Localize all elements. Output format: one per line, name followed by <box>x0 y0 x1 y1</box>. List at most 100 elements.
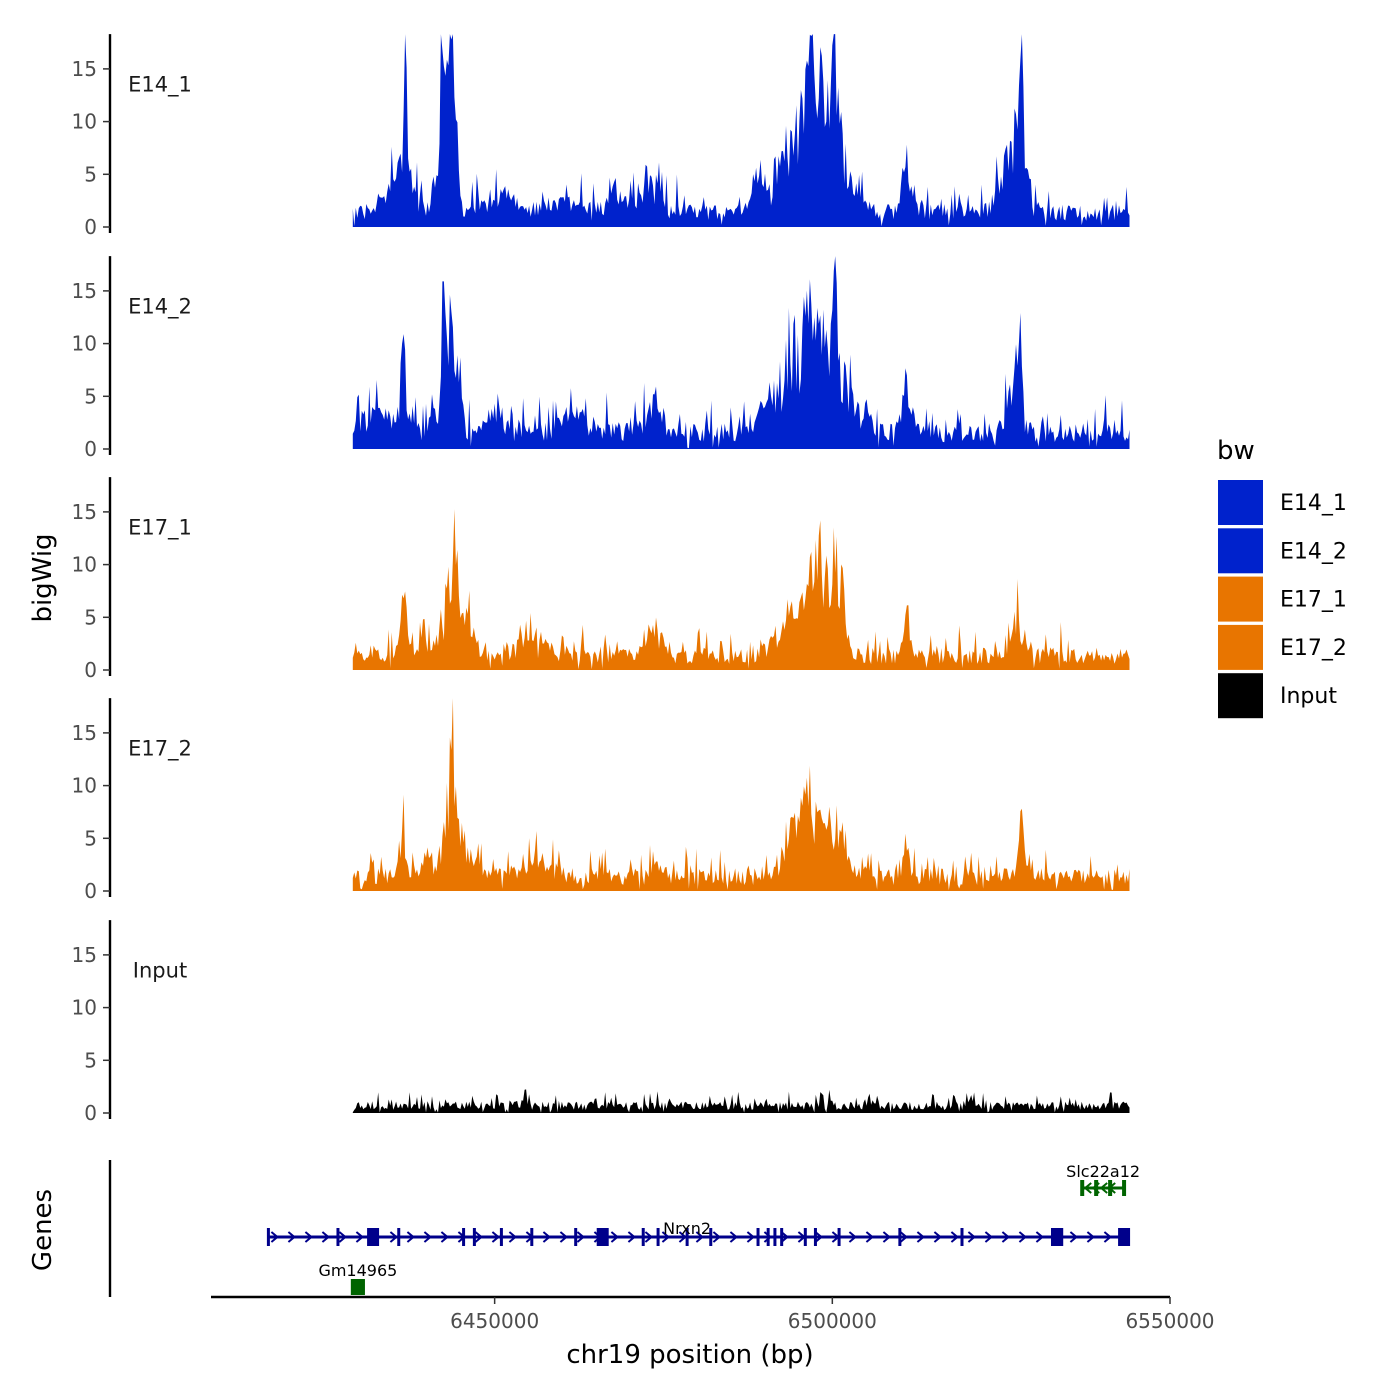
y-tick-label: 5 <box>84 384 97 408</box>
y-tick-label: 0 <box>84 658 97 682</box>
track-e17-2: 0 5 10 15 E17_2 <box>72 698 1130 903</box>
y-tick-label: 5 <box>84 162 97 186</box>
legend-title: bw <box>1217 436 1255 466</box>
y-tick-label: 10 <box>72 774 97 798</box>
strand-arrow <box>406 1231 415 1243</box>
legend-label: E14_2 <box>1280 539 1347 564</box>
strand-arrow <box>423 1231 432 1243</box>
strand-arrow <box>661 1231 670 1243</box>
strand-arrow <box>559 1231 568 1243</box>
strand-arrow <box>1103 1231 1112 1243</box>
exon <box>367 1228 380 1246</box>
gene-slc22a12: Slc22a12 <box>1066 1162 1140 1196</box>
signal-area <box>352 34 1130 227</box>
track-e14-1: 0 5 10 15 E14_1 <box>72 34 1130 239</box>
exon <box>1094 1180 1099 1196</box>
strand-arrow <box>882 1231 891 1243</box>
gene-label: Nrxn2 <box>663 1219 711 1238</box>
exon <box>709 1228 713 1246</box>
legend-label: E14_1 <box>1280 491 1347 516</box>
exon <box>1118 1228 1131 1246</box>
strand-arrow <box>576 1231 585 1243</box>
exon <box>350 1279 355 1295</box>
strand-arrow <box>865 1231 874 1243</box>
y-axis-title: bigWig <box>28 533 58 622</box>
y-tick-label: 10 <box>72 332 97 356</box>
y-tick-label: 5 <box>84 605 97 629</box>
x-axis-title: chr19 position (bp) <box>566 1340 813 1370</box>
exon <box>530 1228 534 1246</box>
exon <box>336 1228 340 1246</box>
exon <box>773 1228 777 1246</box>
strand-arrow <box>763 1231 772 1243</box>
exon <box>354 1279 359 1295</box>
signal-area <box>352 1089 1130 1113</box>
panel-label: Input <box>133 959 187 983</box>
y-tick-label: 0 <box>84 879 97 903</box>
legend-swatch <box>1218 673 1263 719</box>
strand-arrow <box>355 1231 364 1243</box>
exon <box>766 1228 770 1246</box>
y-tick-label: 10 <box>72 553 97 577</box>
y-tick-label: 15 <box>72 279 97 303</box>
strand-arrow <box>1086 1231 1095 1243</box>
strand-arrow <box>780 1231 789 1243</box>
strand-arrow <box>474 1231 483 1243</box>
panel-label: E14_2 <box>128 295 192 320</box>
exon <box>574 1228 578 1246</box>
gene-gm14965: Gm14965 <box>318 1261 397 1295</box>
exon <box>1122 1180 1127 1196</box>
gene-label: Gm14965 <box>318 1261 397 1280</box>
exon <box>898 1228 902 1246</box>
exon <box>397 1228 401 1246</box>
signal-tracks: 0 5 10 15 E14_1 0 5 10 15 E14_2 0 5 10 15 E17_1 0 5 10 15 E… <box>72 34 1130 1125</box>
x-axis: 6450000 6500000 6550000 <box>211 1295 1215 1333</box>
exon <box>780 1228 784 1246</box>
exon <box>756 1228 760 1246</box>
y-tick-label: 10 <box>72 996 97 1020</box>
strand-arrow <box>542 1231 551 1243</box>
y-tick-label: 15 <box>72 500 97 524</box>
y-tick-label: 15 <box>72 57 97 81</box>
exon <box>685 1228 689 1246</box>
y-tick-label: 5 <box>84 826 97 850</box>
strand-arrow <box>491 1231 500 1243</box>
exon <box>837 1228 841 1246</box>
legend-label: E17_2 <box>1280 636 1347 661</box>
legend: bw E14_1 E14_2 E17_1 E17_2 Input <box>1217 436 1347 719</box>
signal-area <box>352 256 1130 449</box>
strand-arrow <box>899 1231 908 1243</box>
exon <box>803 1228 807 1246</box>
strand-arrow <box>287 1231 296 1243</box>
exon <box>357 1279 362 1295</box>
strand-arrow <box>389 1231 398 1243</box>
exon <box>1051 1228 1064 1246</box>
y-tick-label: 15 <box>72 943 97 967</box>
y-tick-label: 0 <box>84 215 97 239</box>
strand-arrow <box>627 1231 636 1243</box>
strand-arrow <box>695 1231 704 1243</box>
genes-panel: Nrxn2 Slc22a12 Gm14965 <box>108 1160 1140 1297</box>
strand-arrow <box>916 1231 925 1243</box>
signal-area <box>352 509 1130 670</box>
strand-arrow <box>644 1231 653 1243</box>
strand-arrow <box>270 1231 279 1243</box>
legend-swatch <box>1218 480 1263 525</box>
x-tick-label: 6450000 <box>450 1309 539 1333</box>
genes-axis-title: Genes <box>28 1189 58 1271</box>
legend-swatch <box>1218 576 1263 622</box>
panel-label: E14_1 <box>128 73 192 98</box>
strand-arrow <box>508 1231 517 1243</box>
y-tick-label: 0 <box>84 1101 97 1125</box>
strand-arrow <box>338 1231 347 1243</box>
strand-arrow <box>814 1231 823 1243</box>
exon <box>813 1228 817 1246</box>
legend-label: E17_1 <box>1280 588 1347 613</box>
strand-arrow <box>1035 1231 1044 1243</box>
track-e17-1: 0 5 10 15 E17_1 <box>72 477 1130 682</box>
strand-arrow <box>304 1231 313 1243</box>
strand-arrow <box>1099 1182 1108 1194</box>
strand-arrow <box>848 1231 857 1243</box>
exon <box>499 1228 503 1246</box>
